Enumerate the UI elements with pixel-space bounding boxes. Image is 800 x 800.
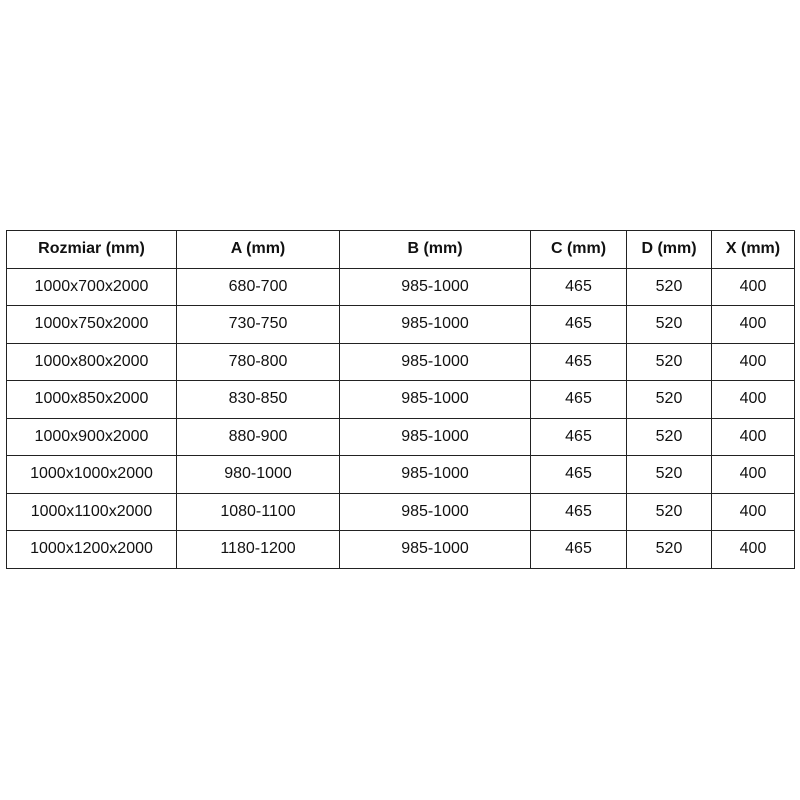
table-cell: 1080-1100 bbox=[176, 492, 340, 531]
table-cell: 465 bbox=[530, 492, 627, 531]
table-cell: 880-900 bbox=[176, 417, 340, 456]
table-cell: 465 bbox=[530, 530, 627, 569]
table-cell: 985-1000 bbox=[339, 417, 531, 456]
table-cell: 1000x800x2000 bbox=[6, 342, 177, 381]
table-cell: 830-850 bbox=[176, 380, 340, 419]
table-row: 1000x1000x2000 980-1000 985-1000 465 520 400 bbox=[6, 455, 795, 494]
table-row: 1000x1200x2000 1180-1200 985-1000 465 520 400 bbox=[6, 530, 795, 569]
table-cell: 520 bbox=[626, 455, 712, 494]
column-header: A (mm) bbox=[176, 230, 340, 269]
table-cell: 520 bbox=[626, 417, 712, 456]
table-row: 1000x750x2000 730-750 985-1000 465 520 400 bbox=[6, 305, 795, 344]
column-header: D (mm) bbox=[626, 230, 712, 269]
table-cell: 985-1000 bbox=[339, 380, 531, 419]
table-cell: 465 bbox=[530, 380, 627, 419]
table-cell: 400 bbox=[711, 267, 795, 306]
table-cell: 730-750 bbox=[176, 305, 340, 344]
table-cell: 400 bbox=[711, 530, 795, 569]
table-cell: 400 bbox=[711, 417, 795, 456]
table-cell: 780-800 bbox=[176, 342, 340, 381]
table-cell: 980-1000 bbox=[176, 455, 340, 494]
table-cell: 1180-1200 bbox=[176, 530, 340, 569]
column-header: C (mm) bbox=[530, 230, 627, 269]
table-cell: 985-1000 bbox=[339, 492, 531, 531]
table-cell: 400 bbox=[711, 305, 795, 344]
table-cell: 465 bbox=[530, 417, 627, 456]
table-cell: 985-1000 bbox=[339, 342, 531, 381]
table-cell: 1000x1000x2000 bbox=[6, 455, 177, 494]
table-cell: 465 bbox=[530, 305, 627, 344]
table-cell: 465 bbox=[530, 455, 627, 494]
table-cell: 1000x700x2000 bbox=[6, 267, 177, 306]
table-row: 1000x1100x2000 1080-1100 985-1000 465 520 400 bbox=[6, 492, 795, 531]
table-cell: 400 bbox=[711, 342, 795, 381]
table-cell: 1000x1200x2000 bbox=[6, 530, 177, 569]
table-row: 1000x800x2000 780-800 985-1000 465 520 400 bbox=[6, 342, 795, 381]
column-header: X (mm) bbox=[711, 230, 795, 269]
table-cell: 520 bbox=[626, 267, 712, 306]
table-cell: 520 bbox=[626, 380, 712, 419]
column-header: Rozmiar (mm) bbox=[6, 230, 177, 269]
table-cell: 985-1000 bbox=[339, 305, 531, 344]
table-cell: 1000x1100x2000 bbox=[6, 492, 177, 531]
table-cell: 520 bbox=[626, 342, 712, 381]
header-row: Rozmiar (mm) A (mm) B (mm) C (mm) D (mm) X (m… bbox=[6, 230, 795, 269]
table-cell: 985-1000 bbox=[339, 267, 531, 306]
table-cell: 465 bbox=[530, 267, 627, 306]
table-cell: 985-1000 bbox=[339, 455, 531, 494]
table-cell: 1000x850x2000 bbox=[6, 380, 177, 419]
table-cell: 1000x900x2000 bbox=[6, 417, 177, 456]
table-cell: 400 bbox=[711, 492, 795, 531]
table-cell: 520 bbox=[626, 530, 712, 569]
table-row: 1000x900x2000 880-900 985-1000 465 520 400 bbox=[6, 417, 795, 456]
dimensions-table: Rozmiar (mm) A (mm) B (mm) C (mm) D (mm) X (m… bbox=[6, 230, 795, 569]
table-row: 1000x850x2000 830-850 985-1000 465 520 400 bbox=[6, 380, 795, 419]
table-cell: 1000x750x2000 bbox=[6, 305, 177, 344]
column-header: B (mm) bbox=[339, 230, 531, 269]
table-cell: 400 bbox=[711, 455, 795, 494]
table-cell: 985-1000 bbox=[339, 530, 531, 569]
table-cell: 680-700 bbox=[176, 267, 340, 306]
table-cell: 520 bbox=[626, 305, 712, 344]
table-row: 1000x700x2000 680-700 985-1000 465 520 400 bbox=[6, 267, 795, 306]
table-cell: 400 bbox=[711, 380, 795, 419]
table-cell: 520 bbox=[626, 492, 712, 531]
table-cell: 465 bbox=[530, 342, 627, 381]
